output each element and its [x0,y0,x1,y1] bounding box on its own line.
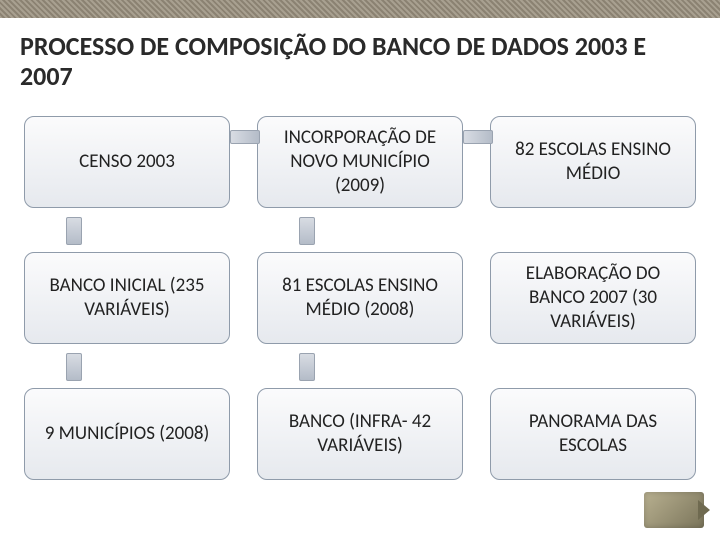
flow-box-label: 9 MUNICÍPIOS (2008) [45,422,210,446]
flow-box-label: ELABORAÇÃO DO BANCO 2007 (30 VARIÁVEIS) [501,262,685,333]
h-connector-r0-c1 [463,130,493,144]
flow-box-r0-c2: 82 ESCOLAS ENSINO MÉDIO [490,116,696,208]
flow-box-label: BANCO INICIAL (235 VARIÁVEIS) [35,274,219,322]
flow-box-label: CENSO 2003 [79,150,175,174]
flow-box-r2-c0: 9 MUNICÍPIOS (2008) [24,388,230,480]
flow-box-r0-c0: CENSO 2003 [24,116,230,208]
v-connector-c1-r0 [299,217,315,245]
flow-box-label: 82 ESCOLAS ENSINO MÉDIO [501,138,685,186]
flow-box-r2-c1: BANCO (INFRA- 42 VARIÁVEIS) [257,388,463,480]
v-connector-c1-r1 [299,353,315,381]
slide-title: PROCESSO DE COMPOSIÇÃO DO BANCO DE DADOS… [20,32,700,92]
decorative-arrow-icon [644,492,704,528]
flow-box-label: BANCO (INFRA- 42 VARIÁVEIS) [268,410,452,458]
flow-box-r1-c2: ELABORAÇÃO DO BANCO 2007 (30 VARIÁVEIS) [490,252,696,344]
flow-box-r1-c0: BANCO INICIAL (235 VARIÁVEIS) [24,252,230,344]
flow-box-label: 81 ESCOLAS ENSINO MÉDIO (2008) [268,274,452,322]
flow-box-r2-c2: PANORAMA DAS ESCOLAS [490,388,696,480]
flow-box-r1-c1: 81 ESCOLAS ENSINO MÉDIO (2008) [257,252,463,344]
slide: PROCESSO DE COMPOSIÇÃO DO BANCO DE DADOS… [0,0,720,540]
flow-box-r0-c1: INCORPORAÇÃO DE NOVO MUNICÍPIO (2009) [257,116,463,208]
flow-box-label: PANORAMA DAS ESCOLAS [501,410,685,458]
v-connector-c0-r1 [66,353,82,381]
h-connector-r0-c0 [230,130,260,144]
v-connector-c0-r0 [66,217,82,245]
flow-box-label: INCORPORAÇÃO DE NOVO MUNICÍPIO (2009) [268,126,452,197]
title-container: PROCESSO DE COMPOSIÇÃO DO BANCO DE DADOS… [0,18,720,102]
decorative-top-strip [0,0,720,18]
